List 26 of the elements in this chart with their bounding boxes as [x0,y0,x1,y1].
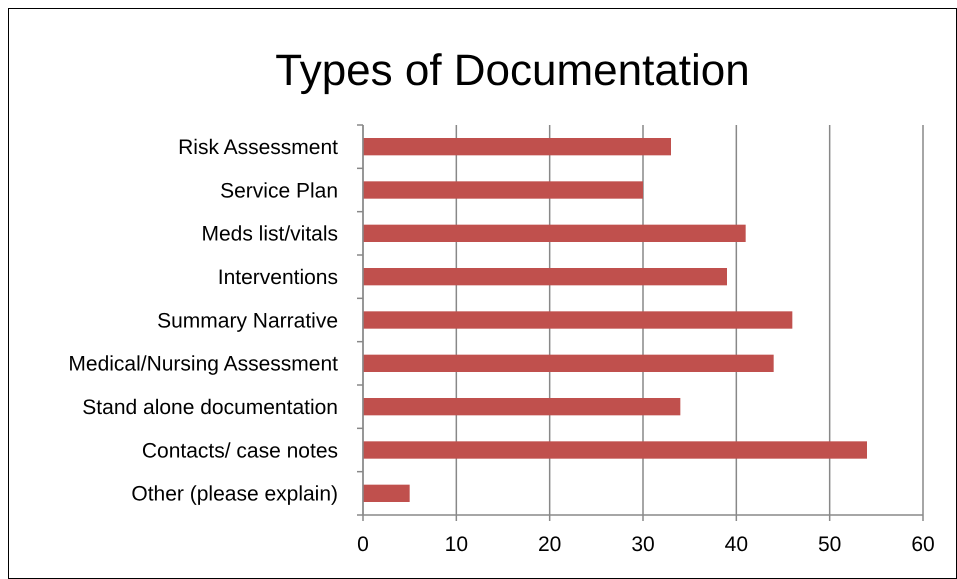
y-tick-label: Other (please explain) [131,482,338,506]
chart-title: Types of Documentation [275,46,750,95]
bar [363,138,671,156]
bar [363,311,792,329]
x-tick-label: 40 [724,533,748,556]
y-tick-label: Stand alone documentation [82,396,338,420]
x-tick-label: 20 [538,533,562,556]
bar [363,224,746,242]
x-tick-label: 60 [911,533,935,556]
y-tick-label: Interventions [218,266,338,290]
bar [363,181,643,199]
bar [363,484,410,502]
y-tick-label: Risk Assessment [178,136,338,160]
x-tick-label: 30 [631,533,655,556]
bar [363,398,680,416]
x-tick-label: 50 [818,533,842,556]
x-tick-label: 0 [357,533,369,556]
bar [363,441,867,459]
y-tick-label: Meds list/vitals [201,222,338,246]
bar [363,354,774,372]
y-tick-label: Medical/Nursing Assessment [68,352,338,376]
x-tick-label: 10 [444,533,468,556]
y-tick-label: Contacts/ case notes [142,439,338,462]
bar [363,268,727,286]
y-tick-label: Summary Narrative [157,309,338,332]
y-tick-label: Service Plan [220,179,338,202]
